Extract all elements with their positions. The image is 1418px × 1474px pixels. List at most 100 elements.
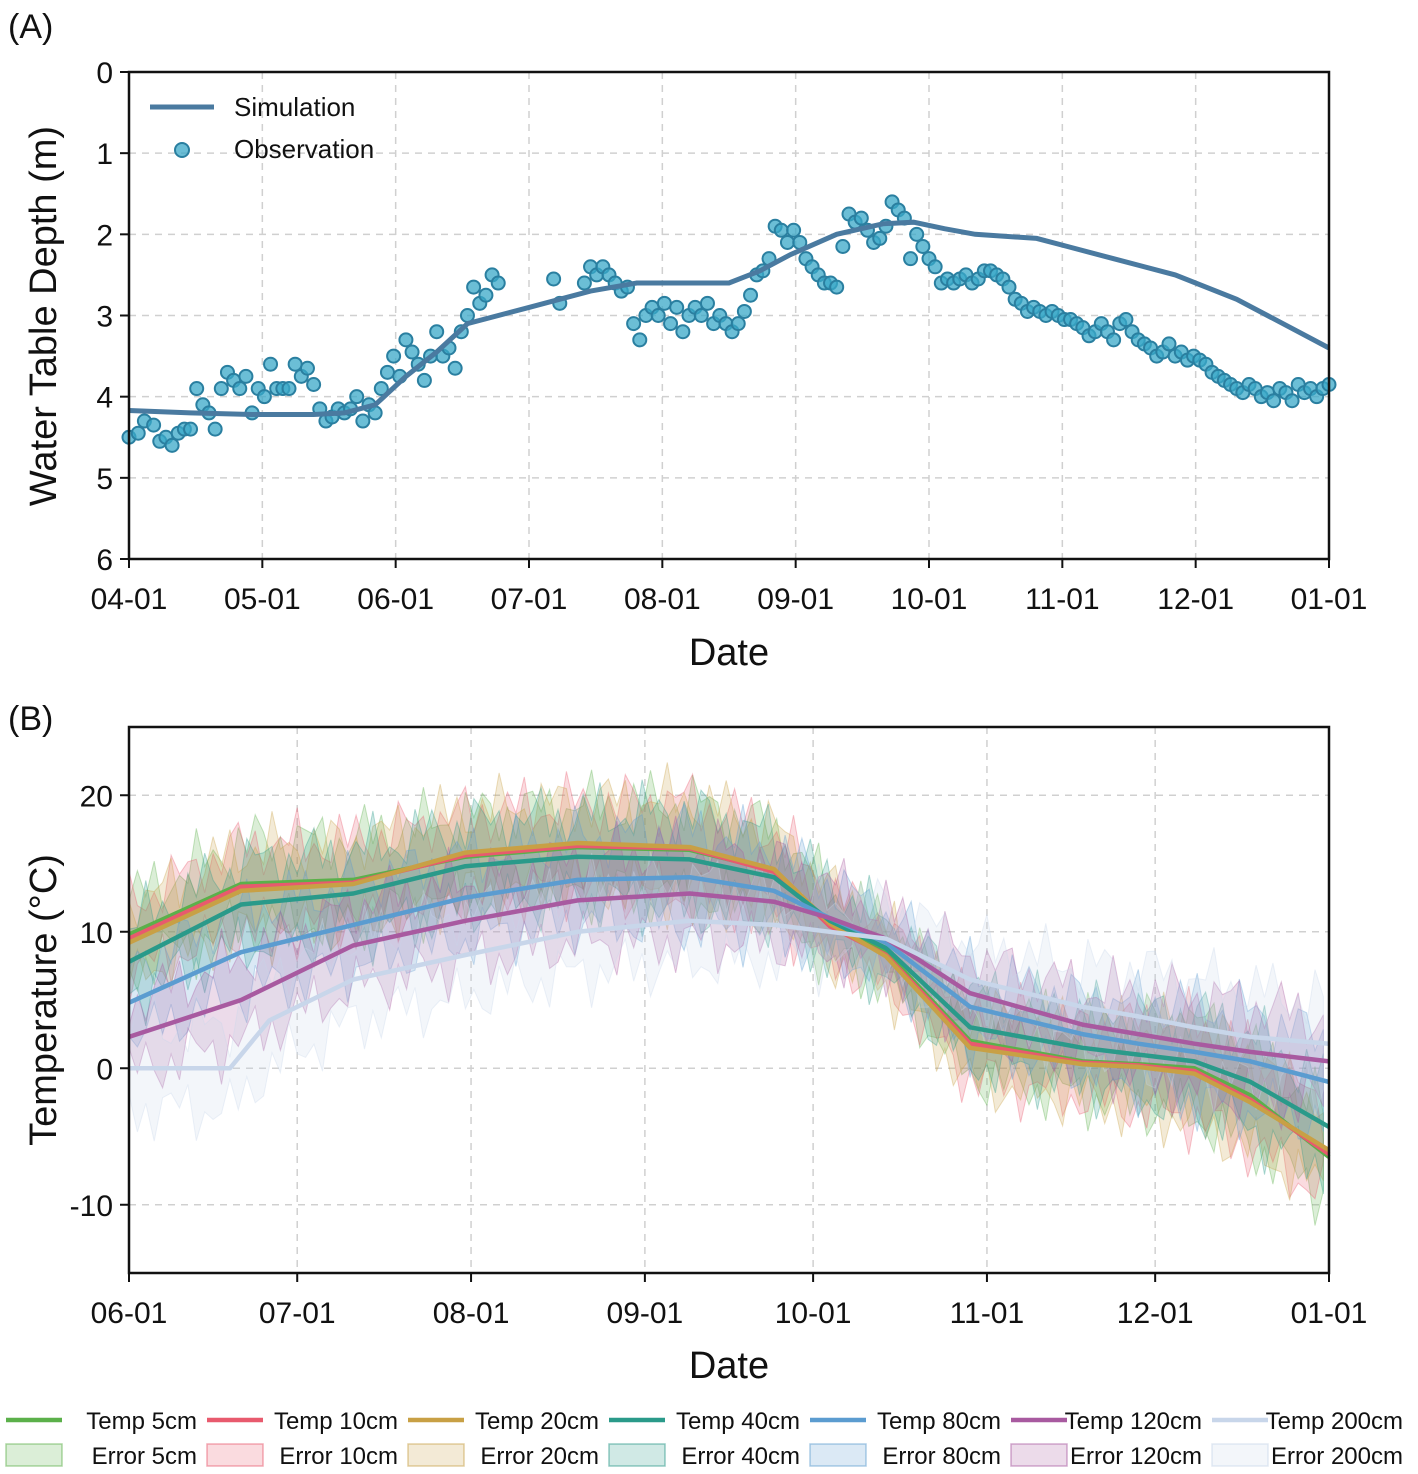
observation-point bbox=[927, 259, 943, 275]
observation-point bbox=[164, 437, 180, 453]
y-tick-label: 5 bbox=[96, 463, 113, 496]
observation-point bbox=[829, 279, 845, 295]
legend-line-label: Temp 40cm bbox=[676, 1408, 800, 1435]
panel-a-x-label: Date bbox=[689, 632, 769, 674]
observation-point bbox=[675, 324, 691, 340]
legend-band-swatch bbox=[206, 1443, 264, 1467]
observation-point bbox=[693, 308, 709, 323]
observation-point bbox=[773, 222, 789, 238]
legend-band-label: Error 10cm bbox=[279, 1443, 398, 1470]
panel-b-label: (B) bbox=[8, 700, 53, 738]
observation-point bbox=[1118, 312, 1134, 328]
observation-point bbox=[743, 287, 759, 303]
legend-band-label: Error 200cm bbox=[1271, 1443, 1403, 1470]
legend-band-swatch bbox=[809, 1443, 867, 1467]
observation-point bbox=[379, 364, 395, 380]
panel-a-legend: Simulation Observation bbox=[150, 92, 374, 164]
legend-band-label: Error 120cm bbox=[1070, 1443, 1202, 1470]
panel-a-observation-markers bbox=[121, 194, 1337, 453]
x-tick-label: 04-01 bbox=[91, 583, 168, 616]
observation-point bbox=[183, 421, 199, 437]
observation-point bbox=[299, 360, 315, 376]
observation-point bbox=[699, 295, 715, 311]
legend-line-label: Temp 200cm bbox=[1266, 1408, 1403, 1435]
observation-point bbox=[669, 299, 685, 315]
x-tick-label: 12-01 bbox=[1117, 1297, 1194, 1330]
temperature-line bbox=[128, 840, 1331, 1153]
panel-a-grid bbox=[129, 72, 1329, 559]
observation-point bbox=[853, 210, 869, 226]
observation-point bbox=[447, 360, 463, 376]
x-tick-label: 06-01 bbox=[357, 583, 434, 616]
observation-point bbox=[909, 226, 925, 242]
x-tick-label: 07-01 bbox=[259, 1297, 336, 1330]
panel-b-legend: Temp 5cm Error 5cm Temp 10cm Error 10cm Temp… bbox=[5, 1408, 1403, 1470]
temperature-line bbox=[127, 854, 1331, 1129]
observation-point bbox=[1266, 393, 1282, 409]
error-band bbox=[128, 762, 1324, 1201]
observation-point bbox=[576, 275, 592, 291]
x-tick-label: 01-01 bbox=[1291, 1297, 1368, 1330]
observation-point bbox=[835, 239, 851, 255]
panel-a-label: (A) bbox=[8, 8, 53, 46]
temperature-line bbox=[129, 918, 1330, 1071]
x-tick-label: 06-01 bbox=[91, 1297, 168, 1330]
panel-a-simulation-line bbox=[128, 219, 1331, 417]
x-tick-label: 01-01 bbox=[1291, 583, 1368, 616]
legend-band-label: Error 80cm bbox=[882, 1443, 1001, 1470]
observation-point bbox=[386, 348, 402, 364]
x-tick-label: 09-01 bbox=[757, 583, 834, 616]
panel-b-temperature-lines bbox=[127, 840, 1331, 1159]
observation-point bbox=[1106, 332, 1122, 348]
observation-point bbox=[1161, 336, 1177, 352]
y-tick-label: 2 bbox=[96, 219, 113, 252]
panel-b-x-ticks: 06-01 07-01 08-01 09-01 10-01 11-01 12-01 01-01 bbox=[91, 1273, 1368, 1330]
legend-line-label: Temp 20cm bbox=[475, 1408, 599, 1435]
observation-point bbox=[213, 381, 229, 397]
y-tick-label: 0 bbox=[96, 1053, 113, 1086]
y-tick-label: 6 bbox=[96, 544, 113, 577]
y-tick-label: 20 bbox=[80, 780, 113, 813]
observation-point bbox=[656, 295, 672, 311]
y-tick-label: -10 bbox=[70, 1190, 113, 1223]
observation-point bbox=[626, 316, 642, 332]
panel-b-y-label: Temperature (°C) bbox=[23, 854, 65, 1146]
observation-point bbox=[287, 356, 303, 372]
legend-band-label: Error 40cm bbox=[681, 1443, 800, 1470]
error-band bbox=[128, 769, 1324, 1226]
observation-point bbox=[256, 389, 272, 405]
legend-line-label: Temp 80cm bbox=[877, 1408, 1001, 1435]
x-tick-label: 11-01 bbox=[950, 1297, 1025, 1330]
observation-point bbox=[779, 234, 795, 250]
x-tick-label: 10-01 bbox=[891, 583, 968, 616]
temperature-line bbox=[128, 891, 1330, 1064]
observation-point bbox=[146, 417, 162, 433]
legend-line-label: Temp 5cm bbox=[86, 1408, 197, 1435]
observation-point bbox=[373, 381, 389, 397]
observation-point bbox=[281, 381, 297, 397]
legend-line-label: Temp 10cm bbox=[274, 1408, 398, 1435]
legend-line-label: Temp 120cm bbox=[1065, 1408, 1202, 1435]
panel-b-error-bands bbox=[128, 762, 1324, 1226]
observation-point bbox=[872, 230, 888, 246]
observation-point bbox=[736, 303, 752, 319]
x-tick-label: 10-01 bbox=[775, 1297, 852, 1330]
observation-point bbox=[306, 376, 322, 392]
panel-a-x-ticks: 04-01 05-01 06-01 07-01 08-01 09-01 10-01 11-01… bbox=[91, 559, 1368, 616]
error-band bbox=[128, 815, 1324, 1132]
observation-point bbox=[207, 421, 223, 437]
legend-band-swatch bbox=[407, 1443, 465, 1467]
legend-band-swatch bbox=[1010, 1443, 1068, 1467]
x-tick-label: 09-01 bbox=[607, 1297, 684, 1330]
observation-point bbox=[189, 381, 205, 397]
observation-point bbox=[130, 425, 146, 441]
observation-point bbox=[490, 275, 506, 291]
panel-b-frame bbox=[127, 725, 1331, 1275]
legend-band-swatch bbox=[608, 1443, 666, 1467]
observation-point bbox=[355, 413, 371, 429]
observation-point bbox=[349, 389, 365, 405]
panel-b-y-ticks: -10 0 10 20 bbox=[70, 780, 129, 1223]
observation-point bbox=[398, 332, 414, 348]
observation-point bbox=[663, 316, 679, 332]
